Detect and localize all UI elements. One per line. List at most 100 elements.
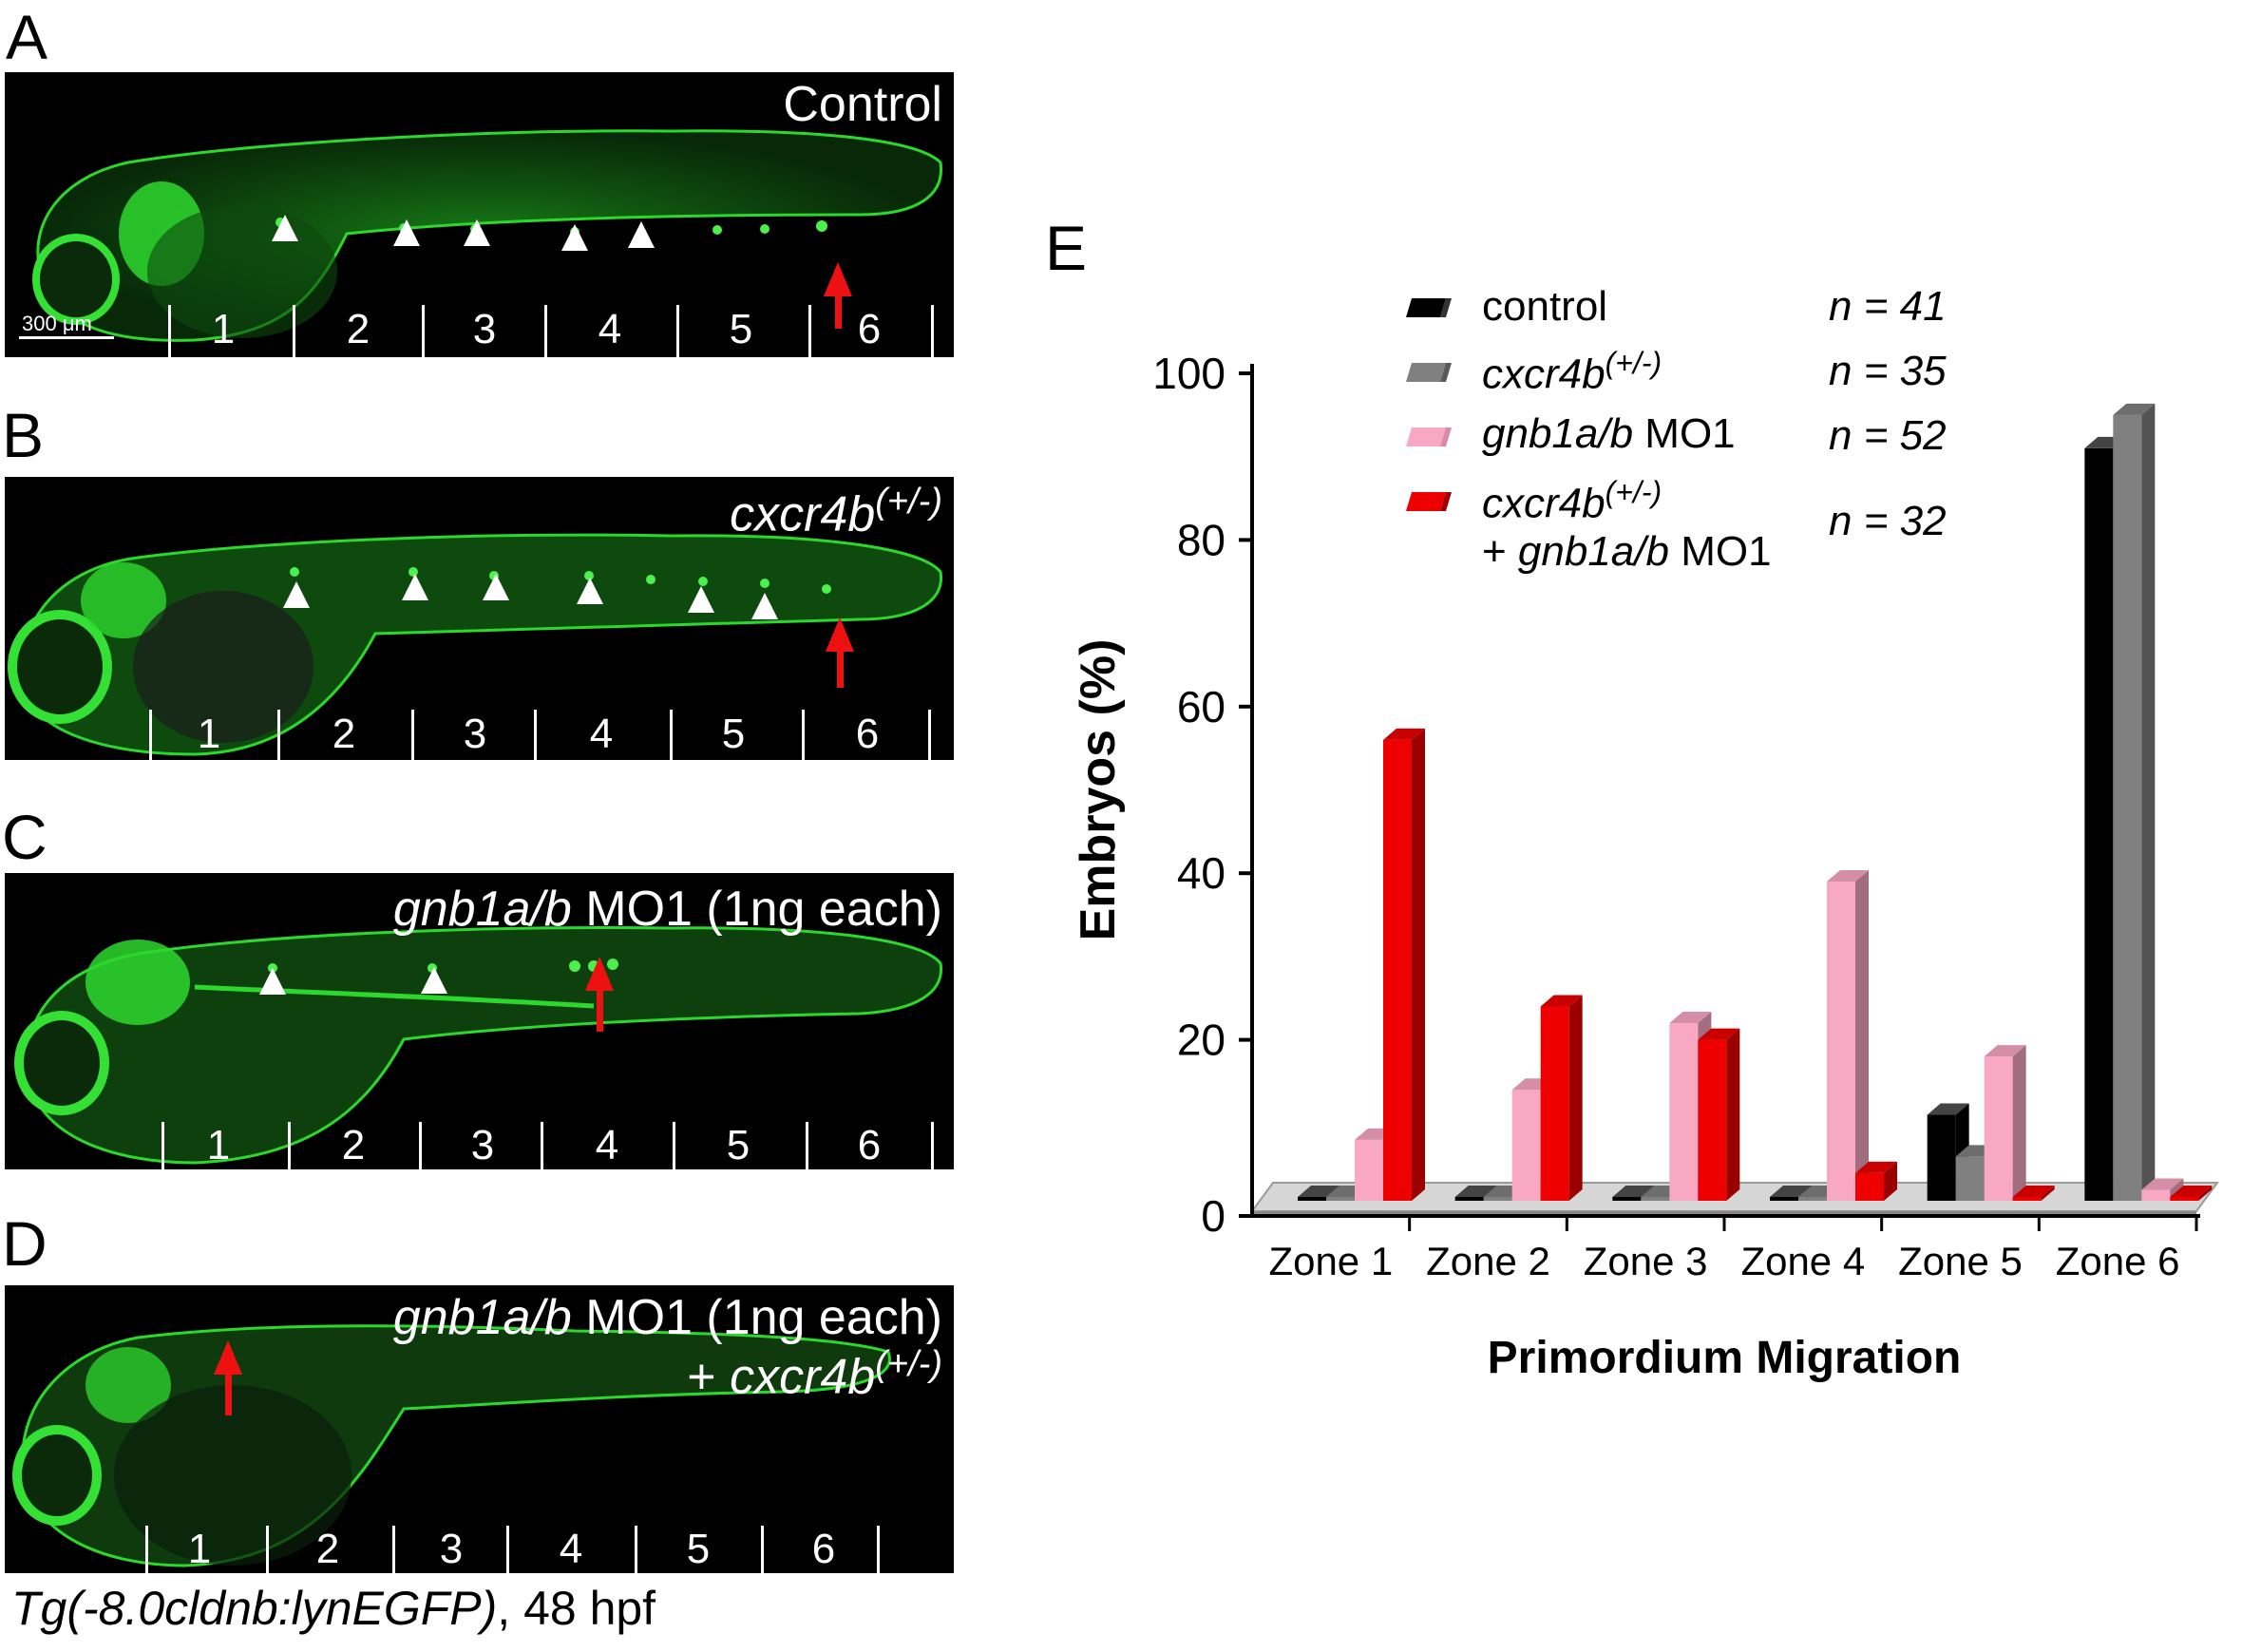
- legend-swatches: [1406, 298, 1452, 511]
- x-tick-label: Zone 4: [1740, 1239, 1865, 1283]
- embryo-image-d: [12, 1324, 891, 1567]
- legend-swatch-control: [1406, 298, 1452, 317]
- bar-top: [1298, 1186, 1340, 1197]
- panel-letter-a: A: [6, 2, 48, 72]
- arrow-c: [585, 957, 614, 1032]
- bar-front: [1669, 1023, 1699, 1201]
- bar-top: [1698, 1028, 1740, 1040]
- panel-letter-c: C: [2, 802, 48, 872]
- arrow-d: [214, 1340, 242, 1415]
- bar-front: [1454, 1197, 1484, 1201]
- zone-tick: [541, 1122, 543, 1169]
- bar-top: [1669, 1012, 1712, 1024]
- panel-letter-d: D: [2, 1208, 48, 1279]
- bar-front: [1927, 1114, 1956, 1201]
- condition-label-d: gnb1a/b MO1 (1ng each) + cxcr4b(+/-): [392, 1290, 942, 1405]
- micrograph-panel-a: Control 300 μm 1 2 3 4 5 6: [5, 72, 954, 357]
- bar-top: [1770, 1186, 1812, 1197]
- bar-top: [1612, 1186, 1655, 1197]
- bar-front: [1770, 1197, 1798, 1201]
- zone-number: 4: [598, 306, 622, 352]
- zone-tick: [635, 1526, 637, 1573]
- bar-front: [1698, 1039, 1727, 1201]
- bar-top: [1984, 1045, 2026, 1057]
- legend-label-gnb1ab: gnb1a/b MO1: [1482, 410, 1736, 457]
- bar-top: [1827, 869, 1869, 882]
- zone-tick: [761, 1526, 764, 1573]
- bar-top: [1383, 728, 1425, 740]
- zone-tick: [534, 710, 537, 760]
- zone-tick: [931, 1122, 934, 1169]
- bar-front: [1355, 1139, 1383, 1201]
- bar-side: [2041, 1186, 2055, 1201]
- micrograph-panel-b: cxcr4b(+/-) 1 2 3 4 5 6: [5, 477, 954, 760]
- bar-top: [2141, 1178, 2184, 1190]
- zone-number: 4: [559, 1526, 583, 1572]
- bar-front: [2113, 414, 2142, 1202]
- x-tick-label: Zone 6: [2056, 1239, 2180, 1283]
- bar-front: [1827, 881, 1855, 1201]
- bar-side: [1412, 728, 1425, 1201]
- bar-front: [2170, 1197, 2199, 1201]
- zone-tick: [293, 305, 295, 357]
- y-tick-label: 20: [1177, 1016, 1226, 1065]
- bar-front: [1540, 1006, 1569, 1201]
- bar-top: [1454, 1186, 1497, 1197]
- zone-number: 2: [332, 711, 356, 757]
- zone-number: 1: [197, 711, 221, 757]
- zone-number: 3: [470, 1122, 495, 1168]
- arrow-a: [824, 262, 852, 329]
- y-tick-label: 0: [1201, 1191, 1226, 1241]
- legend-label-cxcr4b: cxcr4b(+/-): [1482, 346, 1662, 398]
- legend-label-combo: cxcr4b(+/-) + gnb1a/b MO1: [1482, 475, 1772, 576]
- condition-label-a: Control: [783, 77, 942, 132]
- bar-front: [1855, 1172, 1884, 1201]
- y-tick-label: 60: [1177, 682, 1226, 731]
- bar-front: [2141, 1189, 2171, 1201]
- zone-tick: [162, 1122, 164, 1169]
- bar-front: [1483, 1197, 1512, 1201]
- bar-front: [2012, 1197, 2042, 1201]
- zone-number: 5: [721, 711, 746, 757]
- x-tick-label: Zone 1: [1268, 1239, 1393, 1283]
- bar-top: [2170, 1186, 2213, 1197]
- zone-number: 1: [187, 1526, 212, 1572]
- embryo-image-a: [32, 129, 943, 342]
- bar-front: [1955, 1156, 1985, 1201]
- bar-front: [1326, 1197, 1355, 1201]
- condition-label-b: cxcr4b(+/-): [730, 482, 942, 542]
- arrow-b: [826, 617, 854, 688]
- bar-front: [1511, 1090, 1541, 1201]
- bar-top: [1540, 995, 1583, 1007]
- zone-number: 5: [729, 306, 753, 352]
- scale-bar-label: 300 μm: [22, 312, 92, 335]
- bar-top: [2012, 1186, 2055, 1197]
- zone-tick: [928, 710, 931, 760]
- legend-n-cxcr4b: n = 35: [1829, 348, 1947, 394]
- y-tick-label: 100: [1152, 349, 1226, 398]
- zone-number: 2: [315, 1526, 340, 1572]
- bar-side: [1855, 869, 1869, 1201]
- zone-number: 4: [595, 1122, 619, 1168]
- zone-number: 2: [346, 306, 370, 352]
- zone-tick: [277, 710, 280, 760]
- x-tick-label: Zone 5: [1898, 1239, 2023, 1283]
- bar-front: [1641, 1197, 1670, 1201]
- legend-n-control: n = 41: [1829, 283, 1947, 330]
- legend-label-control: control: [1482, 283, 1608, 330]
- bar-front: [1984, 1056, 2013, 1201]
- legend-n-combo: n = 32: [1829, 498, 1947, 544]
- micrograph-panel-c: gnb1a/b MO1 (1ng each) 1 2 3 4 5 6: [5, 873, 954, 1169]
- zone-tick: [266, 1526, 269, 1573]
- zone-number: 3: [463, 711, 487, 757]
- zone-tick: [422, 305, 425, 357]
- zone-number: 6: [811, 1526, 836, 1572]
- zone-tick: [411, 710, 414, 760]
- zone-tick: [676, 305, 679, 357]
- zone-number: 4: [589, 711, 614, 757]
- zone-tick: [806, 1122, 808, 1169]
- embryo-image-b: [8, 533, 943, 756]
- y-tick-label: 40: [1177, 848, 1226, 898]
- zone-number: 5: [726, 1122, 750, 1168]
- zone-number: 1: [211, 306, 236, 352]
